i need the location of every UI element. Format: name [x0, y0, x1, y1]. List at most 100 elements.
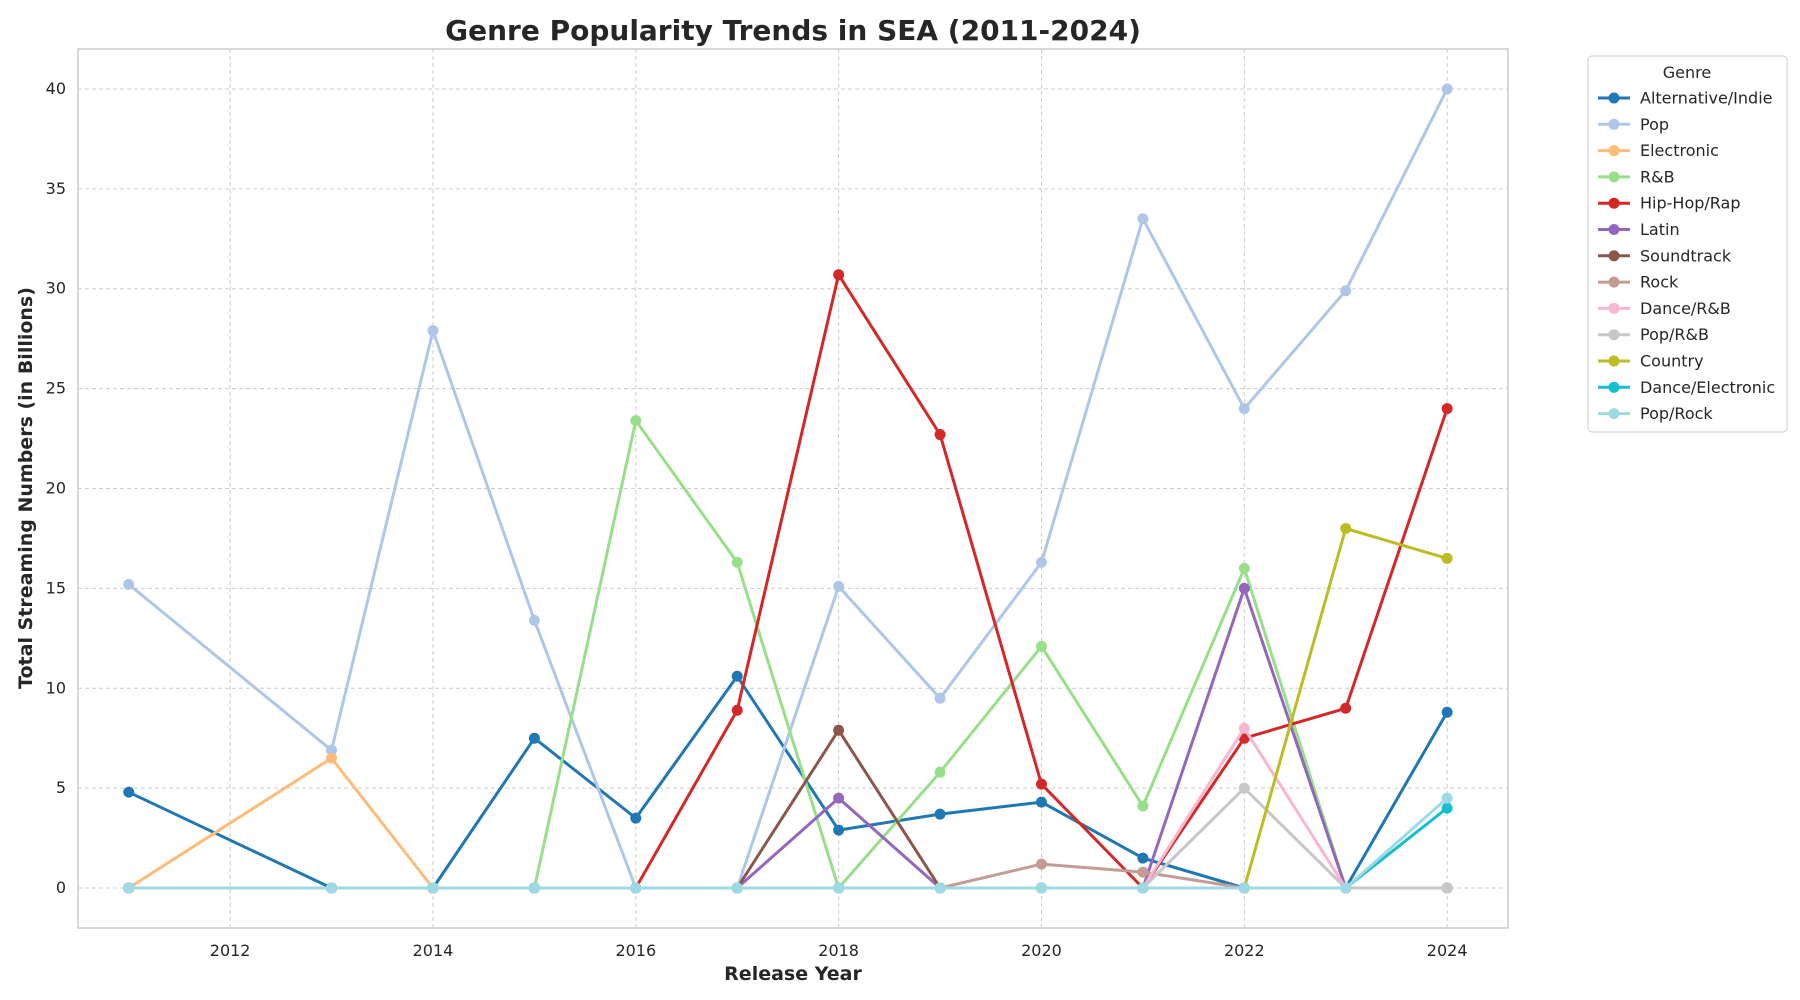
legend-label: Country	[1640, 352, 1704, 371]
data-point	[1238, 782, 1250, 794]
data-point	[1238, 732, 1250, 744]
data-point	[1441, 706, 1453, 718]
legend-item: Pop/R&B	[1598, 325, 1709, 344]
legend-title: Genre	[1663, 63, 1711, 82]
data-point	[630, 415, 642, 427]
y-tick-label: 0	[56, 878, 66, 897]
legend-item: Latin	[1598, 220, 1680, 239]
legend-label: Dance/Electronic	[1640, 378, 1775, 397]
data-point	[833, 824, 845, 836]
data-point	[1238, 882, 1250, 894]
series-dance-electronic	[123, 802, 1453, 894]
data-point	[731, 670, 743, 682]
y-tick-labels: 0 5 10 15 20 25 30 35 40	[46, 79, 66, 897]
legend-swatch-marker	[1608, 224, 1620, 235]
legend-frame	[1587, 55, 1788, 433]
x-tick-label: 2022	[1224, 941, 1265, 960]
data-point	[731, 556, 743, 568]
data-point	[934, 429, 946, 441]
legend-item: Pop/Rock	[1598, 404, 1713, 423]
data-point	[1441, 792, 1453, 804]
x-tick-label: 2014	[413, 941, 454, 960]
data-point	[1035, 640, 1047, 652]
legend-swatch-marker	[1608, 171, 1620, 183]
data-point	[1137, 213, 1149, 225]
data-point	[630, 882, 642, 894]
data-point	[1137, 866, 1149, 878]
data-point	[1340, 522, 1352, 534]
legend-label: Dance/R&B	[1640, 299, 1731, 318]
legend-label: Hip-Hop/Rap	[1640, 194, 1741, 213]
y-tick-label: 25	[46, 379, 66, 398]
data-point	[427, 325, 439, 337]
data-point	[1441, 882, 1453, 894]
data-point	[731, 704, 743, 716]
data-point	[427, 882, 439, 894]
legend-label: Soundtrack	[1640, 246, 1732, 265]
legend-item: Dance/Electronic	[1598, 378, 1775, 397]
x-tick-labels: 2012 2014 2016 2018 2020 2022 2024	[210, 941, 1468, 960]
legend-label: Pop	[1640, 115, 1669, 134]
series-hip-hop-rap	[123, 269, 1453, 894]
data-point	[833, 882, 845, 894]
y-tick-label: 35	[46, 179, 66, 198]
legend-label: Pop/R&B	[1640, 325, 1709, 344]
legend-swatch-marker	[1608, 250, 1620, 262]
x-tick-label: 2024	[1427, 941, 1468, 960]
legend-label: Latin	[1640, 220, 1680, 239]
data-point	[833, 580, 845, 592]
y-tick-label: 20	[46, 479, 66, 498]
data-point	[934, 882, 946, 894]
data-point	[833, 269, 845, 281]
legend-item: Alternative/Indie	[1598, 89, 1772, 108]
series-soundtrack	[123, 724, 1453, 894]
y-tick-label: 5	[56, 778, 66, 797]
data-point	[123, 578, 135, 590]
x-tick-label: 2018	[818, 941, 859, 960]
data-point	[934, 808, 946, 820]
series-electronic	[123, 752, 1453, 894]
data-point	[1035, 882, 1047, 894]
x-tick-label: 2012	[210, 941, 251, 960]
legend-item: Electronic	[1598, 141, 1719, 160]
data-point	[1238, 562, 1250, 574]
series-pop-rock	[123, 792, 1453, 894]
data-point	[1137, 882, 1149, 894]
x-tick-label: 2020	[1021, 941, 1062, 960]
data-point	[630, 812, 642, 824]
series-layer	[123, 83, 1453, 894]
legend-swatch-marker	[1608, 381, 1620, 393]
data-point	[1035, 556, 1047, 568]
data-point	[326, 882, 338, 894]
plot-frame	[77, 48, 1509, 929]
y-tick-label: 30	[46, 279, 66, 298]
chart-title: Genre Popularity Trends in SEA (2011-202…	[445, 14, 1141, 47]
legend-label: Pop/Rock	[1640, 404, 1713, 423]
data-point	[326, 752, 338, 764]
data-point	[1340, 702, 1352, 714]
legend-item: Rock	[1598, 273, 1679, 292]
y-tick-label: 15	[46, 578, 66, 597]
legend-label: Rock	[1640, 273, 1679, 292]
legend-label: Alternative/Indie	[1640, 89, 1772, 108]
legend-swatch-marker	[1608, 145, 1620, 157]
data-point	[123, 882, 135, 894]
x-axis-label: Release Year	[724, 963, 862, 985]
data-point	[123, 786, 135, 798]
data-point	[1340, 882, 1352, 894]
data-point	[528, 614, 540, 626]
legend-items: Alternative/Indie Pop Electronic R&B Hip-Hop…	[1598, 89, 1775, 423]
data-point	[528, 882, 540, 894]
legend-swatch-marker	[1608, 197, 1620, 209]
legend-item: Country	[1598, 352, 1704, 371]
grid-layer	[78, 49, 1508, 928]
legend-swatch-marker	[1608, 302, 1620, 314]
y-tick-label: 10	[46, 678, 66, 697]
legend-swatch-marker	[1608, 276, 1620, 288]
legend-item: Hip-Hop/Rap	[1598, 194, 1741, 213]
data-point	[1035, 778, 1047, 790]
data-point	[731, 882, 743, 894]
data-point	[833, 724, 845, 736]
